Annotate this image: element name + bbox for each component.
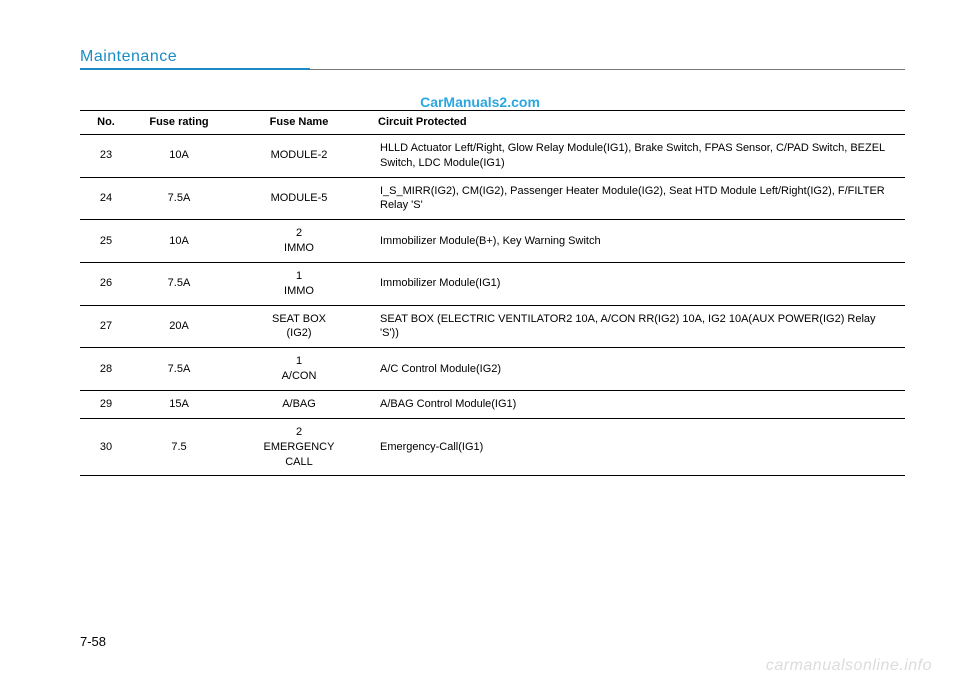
cell-name: 2 IMMO <box>226 220 372 263</box>
table-row: 26 7.5A 1 IMMO Immobilizer Module(IG1) <box>80 262 905 305</box>
cell-desc: SEAT BOX (ELECTRIC VENTILATOR2 10A, A/CO… <box>372 305 905 348</box>
table-row: 24 7.5A MODULE-5 I_S_MIRR(IG2), CM(IG2),… <box>80 177 905 220</box>
cell-no: 25 <box>80 220 132 263</box>
cell-name: 2 EMERGENCY CALL <box>226 418 372 476</box>
table-row: 25 10A 2 IMMO Immobilizer Module(B+), Ke… <box>80 220 905 263</box>
manual-page: Maintenance CarManuals2.com No. Fuse rat… <box>0 0 960 689</box>
cell-rating: 15A <box>132 390 226 418</box>
fuse-table-header: No. Fuse rating Fuse Name Circuit Protec… <box>80 111 905 135</box>
table-row: 27 20A SEAT BOX (IG2) SEAT BOX (ELECTRIC… <box>80 305 905 348</box>
cell-no: 29 <box>80 390 132 418</box>
cell-no: 23 <box>80 134 132 177</box>
cell-desc: Immobilizer Module(B+), Key Warning Swit… <box>372 220 905 263</box>
cell-rating: 20A <box>132 305 226 348</box>
fuse-table-body: 23 10A MODULE-2 HLLD Actuator Left/Right… <box>80 134 905 476</box>
cell-name: MODULE-5 <box>226 177 372 220</box>
cell-name: 1 IMMO <box>226 262 372 305</box>
cell-desc: A/BAG Control Module(IG1) <box>372 390 905 418</box>
col-header-no: No. <box>80 111 132 135</box>
cell-name: 1 A/CON <box>226 348 372 391</box>
section-title: Maintenance <box>80 48 177 66</box>
cell-desc: Emergency-Call(IG1) <box>372 418 905 476</box>
col-header-rating: Fuse rating <box>132 111 226 135</box>
cell-no: 30 <box>80 418 132 476</box>
table-row: 23 10A MODULE-2 HLLD Actuator Left/Right… <box>80 134 905 177</box>
watermark-bottom: carmanualsonline.info <box>766 657 932 675</box>
cell-no: 24 <box>80 177 132 220</box>
cell-name: MODULE-2 <box>226 134 372 177</box>
table-row: 28 7.5A 1 A/CON A/C Control Module(IG2) <box>80 348 905 391</box>
cell-no: 28 <box>80 348 132 391</box>
cell-rating: 7.5A <box>132 177 226 220</box>
cell-name: SEAT BOX (IG2) <box>226 305 372 348</box>
table-row: 30 7.5 2 EMERGENCY CALL Emergency-Call(I… <box>80 418 905 476</box>
page-number: 7-58 <box>80 634 106 649</box>
cell-rating: 7.5A <box>132 262 226 305</box>
table-header-row: No. Fuse rating Fuse Name Circuit Protec… <box>80 111 905 135</box>
cell-rating: 10A <box>132 134 226 177</box>
cell-desc: HLLD Actuator Left/Right, Glow Relay Mod… <box>372 134 905 177</box>
cell-rating: 7.5A <box>132 348 226 391</box>
cell-desc: Immobilizer Module(IG1) <box>372 262 905 305</box>
cell-desc: I_S_MIRR(IG2), CM(IG2), Passenger Heater… <box>372 177 905 220</box>
cell-name: A/BAG <box>226 390 372 418</box>
cell-rating: 7.5 <box>132 418 226 476</box>
cell-desc: A/C Control Module(IG2) <box>372 348 905 391</box>
cell-no: 26 <box>80 262 132 305</box>
col-header-name: Fuse Name <box>226 111 372 135</box>
table-row: 29 15A A/BAG A/BAG Control Module(IG1) <box>80 390 905 418</box>
cell-rating: 10A <box>132 220 226 263</box>
col-header-desc: Circuit Protected <box>372 111 905 135</box>
watermark-top: CarManuals2.com <box>0 94 960 110</box>
fuse-table: No. Fuse rating Fuse Name Circuit Protec… <box>80 110 905 476</box>
cell-no: 27 <box>80 305 132 348</box>
